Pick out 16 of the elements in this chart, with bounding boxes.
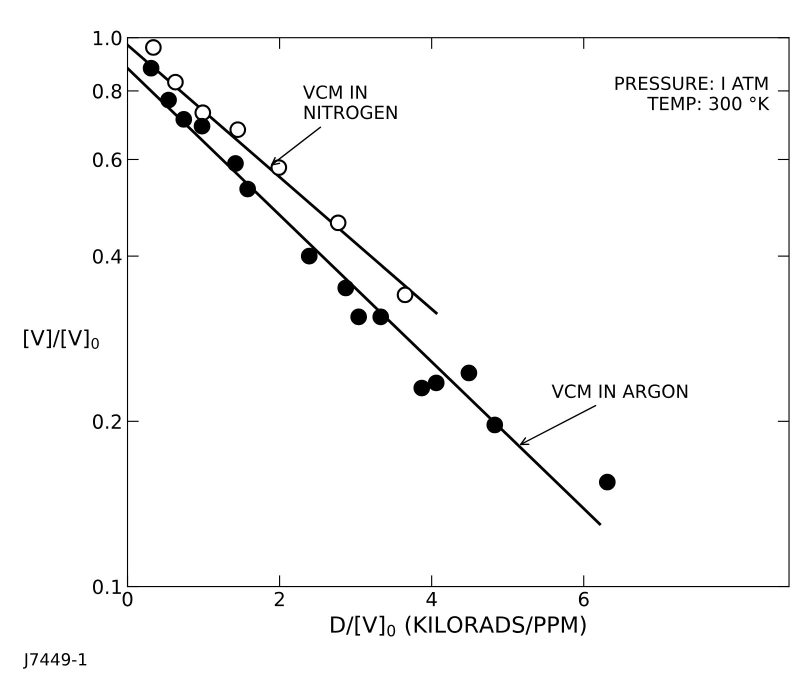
text: J7449-1 [23, 653, 86, 669]
annotation: VCM IN ARGON [552, 384, 688, 398]
x-axis-title: D/[V]$_{0}$ (KILORADS/PPM) [331, 616, 586, 637]
x-tick-label: 2 [274, 592, 284, 606]
y-tick-label: 0.6 [93, 152, 122, 168]
y-tick-label: 0.1 [93, 579, 121, 594]
annotation: VCM IN NITROGEN [303, 85, 397, 120]
y-tick-label: 0.2 [93, 414, 121, 429]
y-axis-title: [V]/[V]$_{0}$ [24, 329, 99, 349]
x-tick-label: 0 [122, 592, 132, 606]
y-tick-label: 1.0 [94, 30, 122, 46]
x-tick-label: 4 [426, 592, 437, 606]
x-tick-label: 6 [578, 592, 589, 606]
annotation: PRESSURE: I ATM TEMP: 300 °K [616, 76, 770, 110]
y-tick-label: 0.8 [93, 84, 122, 99]
y-tick-label: 0.4 [93, 249, 122, 264]
